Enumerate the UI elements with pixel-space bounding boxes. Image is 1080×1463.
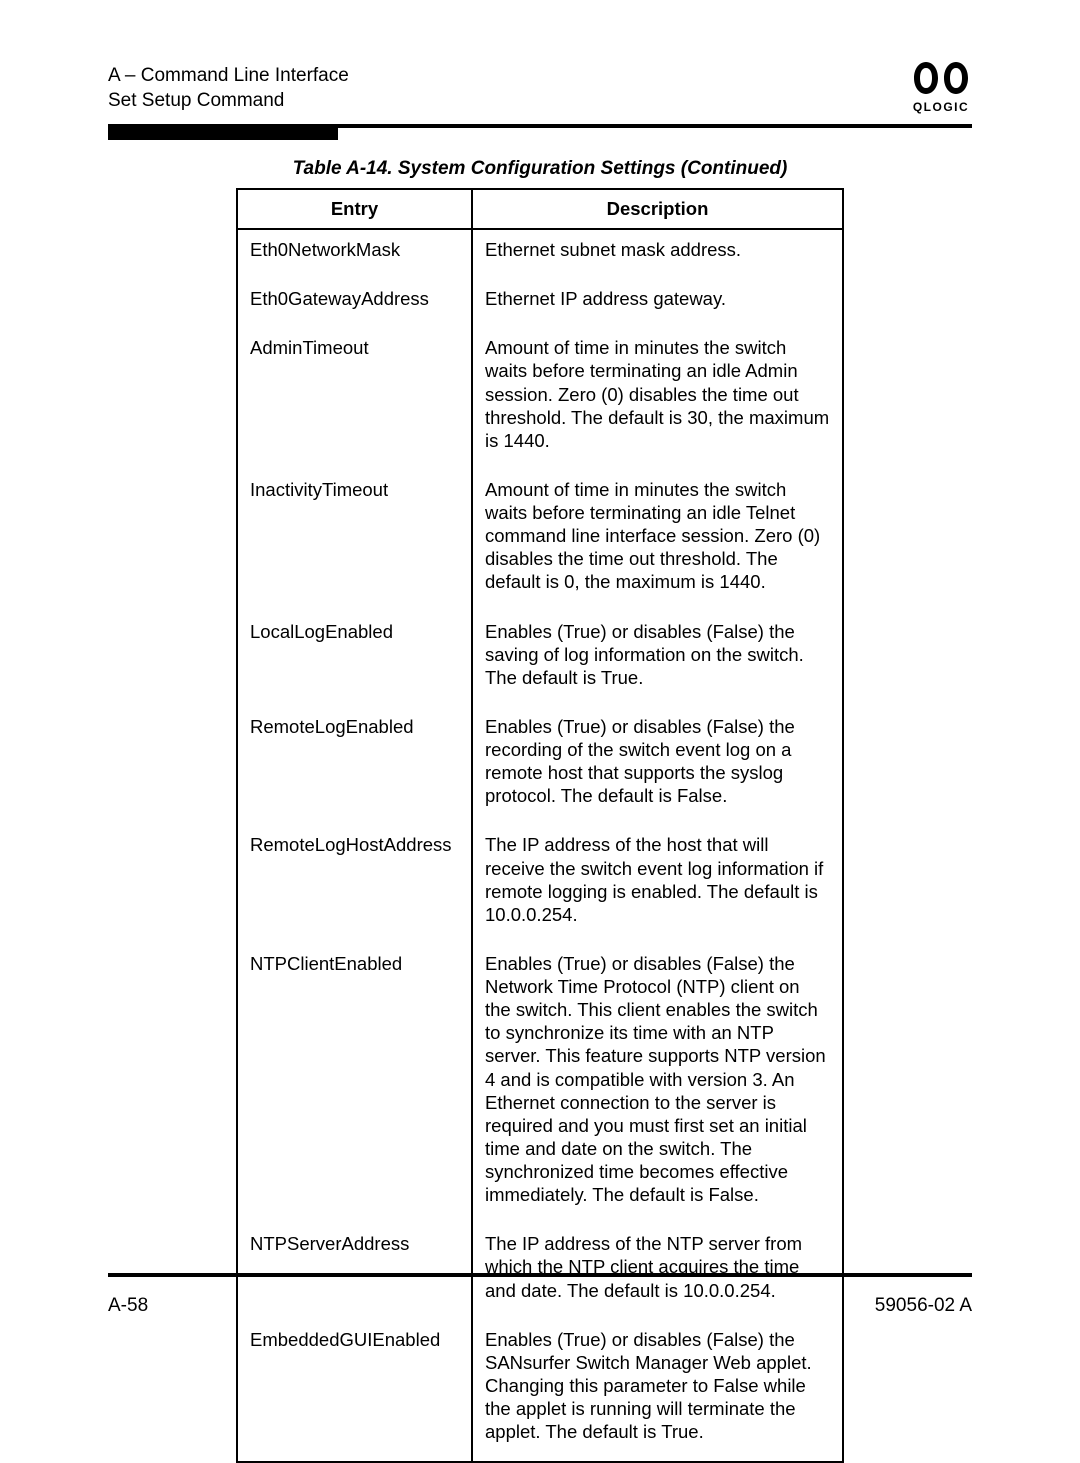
description-cell: Amount of time in minutes the switch wai… <box>472 328 843 470</box>
document-id: 59056-02 A <box>875 1295 972 1317</box>
entry-cell: RemoteLogHostAddress <box>237 825 472 944</box>
entry-cell: EmbeddedGUIEnabled <box>237 1320 472 1463</box>
table-row: RemoteLogEnabled Enables (True) or disab… <box>237 707 843 826</box>
table-row: InactivityTimeout Amount of time in minu… <box>237 470 843 612</box>
table-header-row: Entry Description <box>237 189 843 229</box>
document-page: A – Command Line Interface Set Setup Com… <box>0 0 1080 1397</box>
description-cell: Ethernet subnet mask address. <box>472 229 843 279</box>
table-row: NTPClientEnabled Enables (True) or disab… <box>237 944 843 1224</box>
entry-cell: Eth0GatewayAddress <box>237 279 472 328</box>
description-cell: The IP address of the host that will rec… <box>472 825 843 944</box>
page-number: A-58 <box>108 1295 148 1317</box>
entry-cell: RemoteLogEnabled <box>237 707 472 826</box>
entry-cell: AdminTimeout <box>237 328 472 470</box>
description-cell: Enables (True) or disables (False) the S… <box>472 1320 843 1463</box>
description-cell: Enables (True) or disables (False) the r… <box>472 707 843 826</box>
description-cell: Ethernet IP address gateway. <box>472 279 843 328</box>
table-row: EmbeddedGUIEnabled Enables (True) or dis… <box>237 1320 843 1463</box>
qlogic-logo-icon <box>910 58 972 98</box>
page-header: A – Command Line Interface Set Setup Com… <box>108 58 972 114</box>
header-section-line2: Set Setup Command <box>108 88 349 114</box>
header-section-text: A – Command Line Interface Set Setup Com… <box>108 63 349 114</box>
table-header-entry: Entry <box>237 189 472 229</box>
entry-cell: InactivityTimeout <box>237 470 472 612</box>
entry-cell: NTPClientEnabled <box>237 944 472 1224</box>
entry-cell: LocalLogEnabled <box>237 612 472 707</box>
config-settings-table: Entry Description Eth0NetworkMask Ethern… <box>236 188 844 1463</box>
brand-logo-text: QLOGIC <box>913 100 969 114</box>
description-cell: Enables (True) or disables (False) the N… <box>472 944 843 1224</box>
table-header-description: Description <box>472 189 843 229</box>
description-cell: Enables (True) or disables (False) the s… <box>472 612 843 707</box>
table-row: LocalLogEnabled Enables (True) or disabl… <box>237 612 843 707</box>
table-row: AdminTimeout Amount of time in minutes t… <box>237 328 843 470</box>
header-tab-block <box>108 128 338 140</box>
header-rule <box>108 124 972 128</box>
table-title: Table A-14. System Configuration Setting… <box>108 158 972 180</box>
header-section-line1: A – Command Line Interface <box>108 63 349 89</box>
footer-rule <box>108 1273 972 1277</box>
brand-logo: QLOGIC <box>910 58 972 114</box>
table-row: RemoteLogHostAddress The IP address of t… <box>237 825 843 944</box>
table-row: Eth0NetworkMask Ethernet subnet mask add… <box>237 229 843 279</box>
entry-cell: Eth0NetworkMask <box>237 229 472 279</box>
description-cell: Amount of time in minutes the switch wai… <box>472 470 843 612</box>
page-footer: A-58 59056-02 A <box>108 1273 972 1317</box>
footer-row: A-58 59056-02 A <box>108 1295 972 1317</box>
table-row: Eth0GatewayAddress Ethernet IP address g… <box>237 279 843 328</box>
